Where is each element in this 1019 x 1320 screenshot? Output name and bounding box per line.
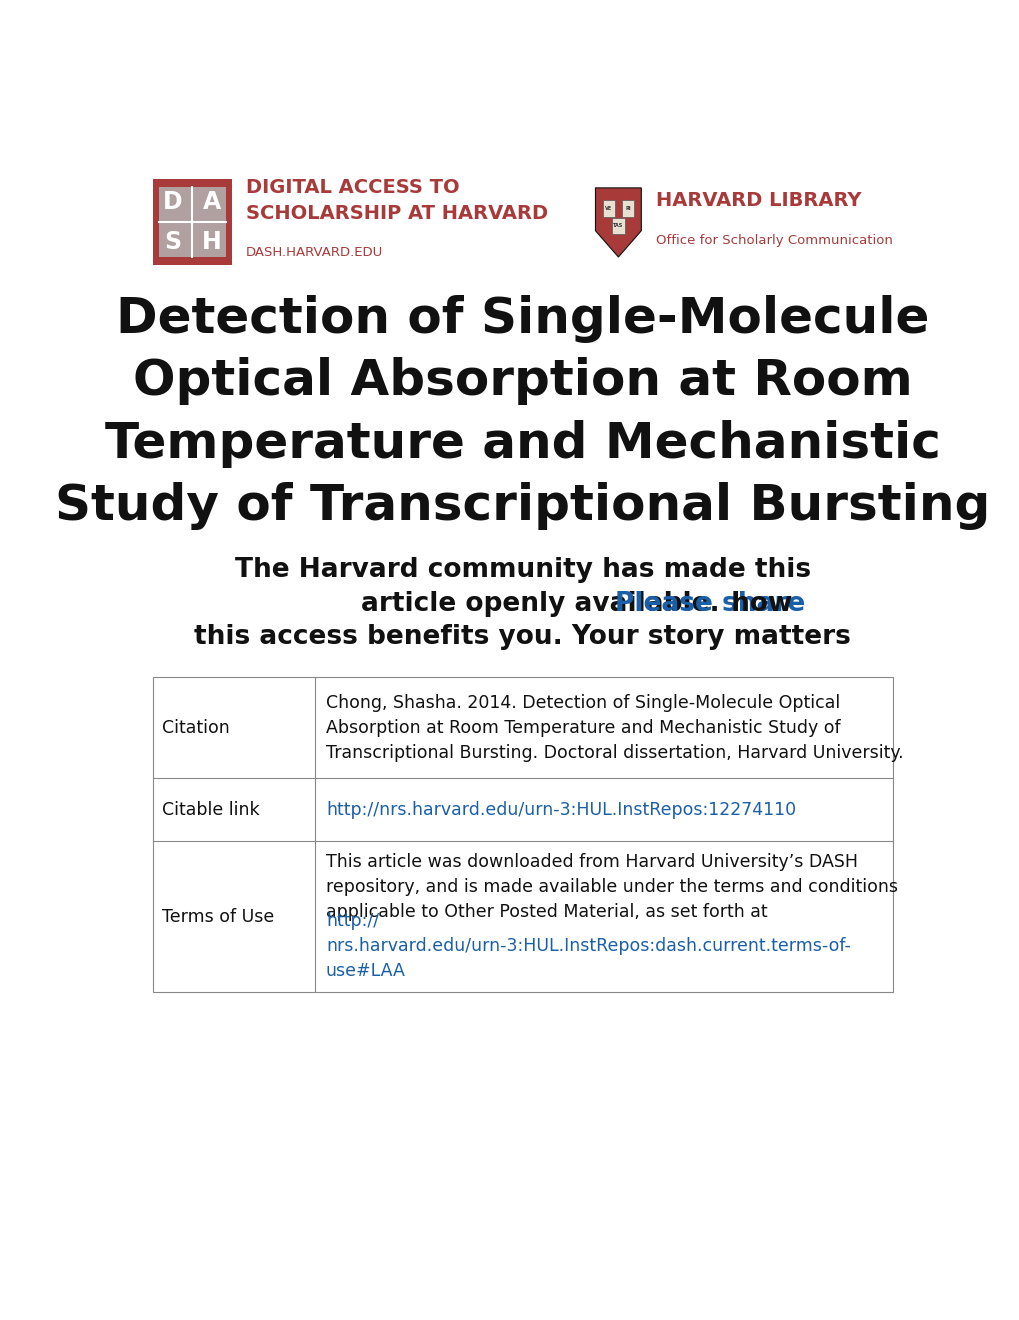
FancyBboxPatch shape [621,201,634,216]
FancyBboxPatch shape [159,187,225,257]
Text: article openly available.: article openly available. [361,590,718,616]
Text: A: A [203,190,221,214]
Text: D: D [163,190,182,214]
Text: HARVARD LIBRARY: HARVARD LIBRARY [655,191,860,210]
Text: VE: VE [604,206,611,211]
Text: Please share: Please share [614,590,805,616]
Text: This article was downloaded from Harvard University’s DASH
repository, and is ma: This article was downloaded from Harvard… [326,853,897,920]
Text: H: H [202,230,222,253]
Text: S: S [164,230,181,253]
Text: DIGITAL ACCESS TO
SCHOLARSHIP AT HARVARD: DIGITAL ACCESS TO SCHOLARSHIP AT HARVARD [246,178,547,223]
Text: The Harvard community has made this: The Harvard community has made this [234,557,810,583]
Text: http://
nrs.harvard.edu/urn-3:HUL.InstRepos:dash.current.terms-of-
use#LAA: http:// nrs.harvard.edu/urn-3:HUL.InstRe… [326,912,850,979]
Text: this access benefits you. Your story matters: this access benefits you. Your story mat… [195,624,850,651]
FancyBboxPatch shape [611,218,624,234]
Text: Detection of Single-Molecule
Optical Absorption at Room
Temperature and Mechanis: Detection of Single-Molecule Optical Abs… [55,294,989,531]
Text: Office for Scholarly Communication: Office for Scholarly Communication [655,235,892,247]
Text: Citation: Citation [162,718,230,737]
Text: http://nrs.harvard.edu/urn-3:HUL.InstRepos:12274110: http://nrs.harvard.edu/urn-3:HUL.InstRep… [326,801,795,818]
Text: Chong, Shasha. 2014. Detection of Single-Molecule Optical
Absorption at Room Tem: Chong, Shasha. 2014. Detection of Single… [326,693,903,762]
Text: TAS: TAS [612,223,623,228]
Text: DASH.HARVARD.EDU: DASH.HARVARD.EDU [246,246,383,259]
FancyBboxPatch shape [602,201,614,216]
Text: Citable link: Citable link [162,801,260,818]
Text: how: how [721,590,792,616]
FancyBboxPatch shape [153,178,231,265]
FancyBboxPatch shape [153,677,892,991]
Polygon shape [595,187,641,257]
Text: Terms of Use: Terms of Use [162,908,274,925]
Text: RI: RI [625,206,630,211]
